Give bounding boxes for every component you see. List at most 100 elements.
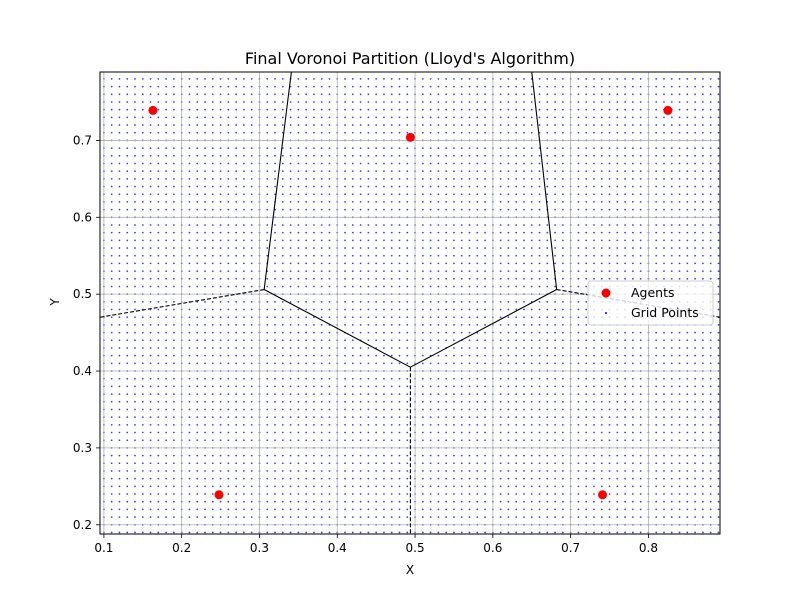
grid-point (678, 147, 681, 150)
grid-point (561, 531, 564, 534)
grid-point (561, 377, 564, 380)
grid-point (429, 508, 432, 511)
grid-point (126, 270, 129, 272)
grid-point (320, 516, 323, 518)
grid-point (678, 116, 681, 119)
grid-point (126, 308, 129, 311)
grid-point (616, 354, 619, 357)
grid-point (243, 231, 245, 234)
grid-point (515, 423, 518, 426)
grid-point (600, 85, 603, 88)
grid-point (631, 247, 634, 249)
grid-point (608, 431, 611, 434)
grid-point (351, 385, 354, 388)
grid-point (631, 239, 634, 242)
grid-point (289, 316, 292, 319)
y-axis-label: Y (48, 298, 62, 307)
grid-point (367, 201, 370, 203)
grid-point (468, 477, 471, 480)
grid-point (165, 516, 168, 518)
grid-point (196, 331, 199, 334)
grid-point (126, 300, 129, 303)
grid-point (437, 177, 440, 180)
grid-point (616, 177, 619, 180)
grid-point (281, 170, 284, 173)
grid-point (383, 85, 385, 88)
grid-point (639, 170, 642, 173)
grid-point (608, 170, 611, 173)
grid-point (709, 208, 712, 211)
grid-point (453, 85, 455, 88)
grid-point (141, 493, 144, 495)
grid-point (173, 270, 175, 272)
grid-point (367, 85, 370, 88)
grid-point (476, 316, 479, 319)
grid-point (250, 270, 253, 272)
grid-point (600, 239, 603, 242)
grid-point (717, 324, 720, 326)
grid-point (188, 154, 191, 157)
grid-point (250, 124, 253, 126)
grid-point (608, 493, 611, 495)
grid-point (227, 347, 230, 349)
grid-point (227, 423, 230, 426)
grid-point (173, 477, 175, 480)
grid-point (429, 162, 432, 165)
grid-point (678, 131, 681, 134)
grid-point (624, 485, 626, 488)
grid-point (110, 408, 113, 411)
grid-point (639, 385, 642, 388)
grid-point (453, 423, 455, 426)
grid-point (507, 393, 510, 395)
grid-point (670, 531, 673, 534)
grid-point (173, 439, 175, 442)
grid-point (538, 201, 541, 203)
grid-point (297, 324, 300, 326)
grid-point (250, 285, 253, 288)
grid-point (281, 224, 284, 226)
grid-point (538, 208, 541, 211)
grid-point (624, 331, 626, 334)
grid-point (538, 154, 541, 157)
grid-point (118, 439, 121, 442)
grid-point (655, 408, 658, 411)
grid-point (398, 462, 401, 465)
grid-point (468, 78, 471, 80)
grid-point (507, 224, 510, 226)
grid-point (274, 239, 276, 242)
grid-point (499, 101, 502, 103)
grid-point (250, 531, 253, 534)
grid-point (678, 154, 681, 157)
grid-point (538, 454, 541, 457)
grid-point (538, 485, 541, 488)
legend-agents-label: Agents (631, 285, 675, 300)
grid-point (577, 101, 580, 103)
grid-point (530, 439, 533, 442)
grid-point (577, 193, 580, 196)
grid-point (421, 277, 424, 280)
grid-point (631, 124, 634, 126)
grid-point (484, 201, 486, 203)
grid-point (344, 85, 346, 88)
grid-point (126, 124, 129, 126)
grid-point (359, 531, 362, 534)
grid-point (305, 170, 308, 173)
grid-point (546, 362, 549, 365)
grid-point (383, 231, 385, 234)
grid-point (243, 247, 245, 249)
grid-point (445, 300, 448, 303)
grid-point (507, 316, 510, 319)
grid-point (188, 108, 191, 111)
grid-point (134, 485, 136, 488)
grid-point (305, 201, 308, 203)
grid-point (546, 85, 549, 88)
grid-point (149, 454, 152, 457)
grid-point (351, 400, 354, 403)
grid-point (196, 154, 199, 157)
grid-point (173, 324, 175, 326)
grid-point (694, 185, 697, 188)
grid-point (577, 393, 580, 395)
grid-point (173, 239, 175, 242)
grid-point (694, 177, 697, 180)
grid-point (421, 516, 424, 518)
